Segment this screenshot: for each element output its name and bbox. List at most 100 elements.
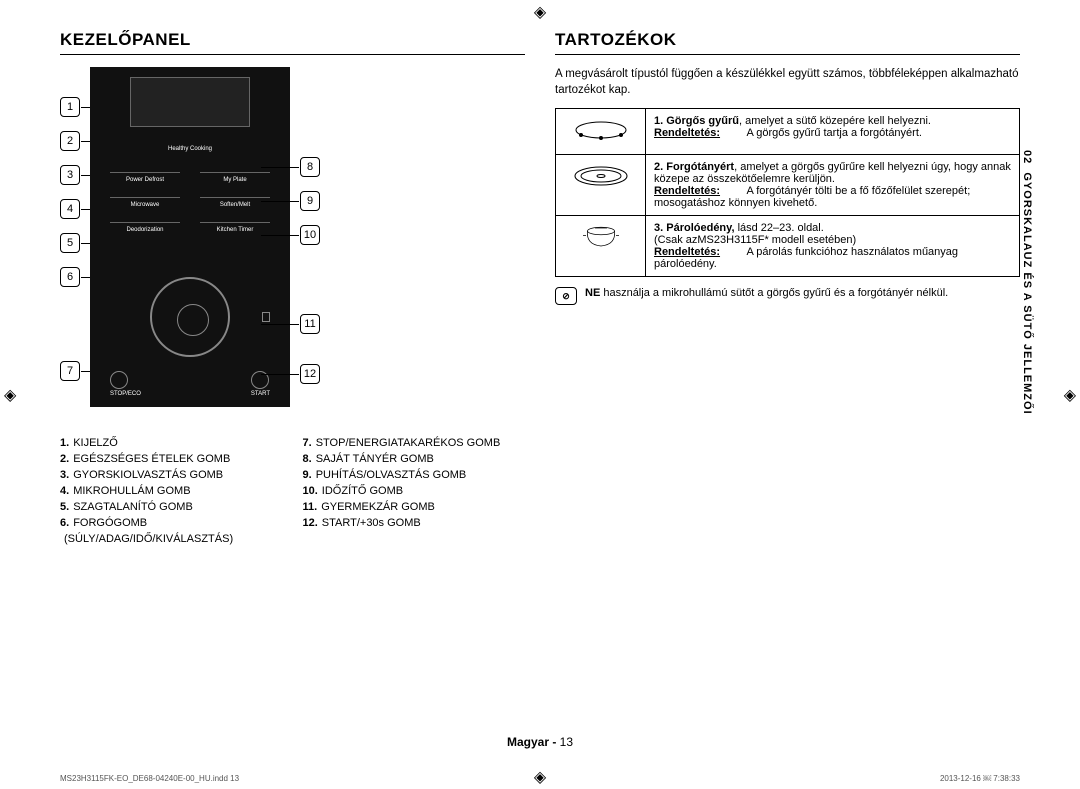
row3-text: 3. Párolóedény, lásd 22–23. oldal. (Csak…: [646, 216, 1020, 277]
callout-2: 2: [60, 131, 80, 151]
print-mark-top: ◈: [534, 2, 546, 22]
display-icon: [130, 77, 250, 127]
legend-n: 3.: [60, 469, 69, 481]
legend-t: IDŐZÍTŐ GOMB: [322, 485, 403, 497]
deodorization-label: Deodorization: [110, 222, 180, 233]
callout-6: 6: [60, 267, 80, 287]
footer-file: MS23H3115FK-EO_DE68-04240E-00_HU.indd 13: [60, 774, 239, 783]
callout-8: 8: [300, 157, 320, 177]
row-rest: lásd 22–23. oldal.: [735, 222, 824, 234]
legend-n: 6.: [60, 517, 69, 529]
intro-text: A megvásárolt típustól függően a készülé…: [555, 67, 1020, 98]
microwave-panel: Healthy Cooking Power Defrost My Plate M…: [90, 67, 290, 407]
row-rest: , amelyet a sütő közepére kell helyezni.: [739, 115, 931, 127]
warning-note: ⊘ NE használja a mikrohullámú sütőt a gö…: [555, 287, 1020, 305]
left-section-title: KEZELŐPANEL: [60, 30, 525, 55]
legend-t: SZAGTALANÍTÓ GOMB: [73, 501, 193, 513]
power-defrost-label: Power Defrost: [110, 172, 180, 183]
accessories-table: 1. Görgős gyűrű, amelyet a sütő közepére…: [555, 108, 1020, 277]
purpose-label: Rendeltetés:: [654, 127, 744, 139]
legend-n: 4.: [60, 485, 69, 497]
legend-t: PUHÍTÁS/OLVASZTÁS GOMB: [316, 469, 467, 481]
row2-text: 2. Forgótányért, amelyet a görgős gyűrűr…: [646, 155, 1020, 216]
legend-t: (SÚLY/ADAG/IDŐ/KIVÁLASZTÁS): [64, 533, 233, 545]
left-column: KEZELŐPANEL 1 2 3 4 5 6 7 Healthy Cookin…: [60, 30, 525, 759]
row-num: 1.: [654, 115, 663, 127]
page-number: Magyar - 13: [0, 735, 1080, 749]
callouts-left: 1 2 3 4 5 6 7: [60, 67, 80, 381]
purpose-text: A görgős gyűrű tartja a forgótányért.: [746, 127, 922, 139]
turntable-icon: [556, 155, 646, 216]
row1-text: 1. Görgős gyűrű, amelyet a sütő közepére…: [646, 109, 1020, 155]
callouts-right: 8 9 10 11 12: [300, 67, 320, 384]
legend-n: 11.: [303, 501, 318, 513]
roller-ring-icon: [556, 109, 646, 155]
side-tab: 02 GYORSKALAUZ ÉS A SÜTŐ JELLEMZŐI: [1019, 150, 1034, 415]
legend-n: 7.: [303, 437, 312, 449]
my-plate-label: My Plate: [200, 172, 270, 183]
kitchen-timer-label: Kitchen Timer: [200, 222, 270, 233]
row-head: Forgótányért: [666, 161, 734, 173]
side-tab-number: 02: [1021, 150, 1033, 164]
lock-icon: [262, 312, 270, 322]
callout-12: 12: [300, 364, 320, 384]
row-head: Görgős gyűrű: [666, 115, 739, 127]
panel-diagram: 1 2 3 4 5 6 7 Healthy Cooking Power Defr…: [60, 67, 525, 407]
page-content: KEZELŐPANEL 1 2 3 4 5 6 7 Healthy Cookin…: [60, 30, 1020, 759]
stop-eco-label: STOP/ECO: [110, 391, 141, 397]
footer: MS23H3115FK-EO_DE68-04240E-00_HU.indd 13…: [60, 774, 1020, 783]
callout-9: 9: [300, 191, 320, 211]
legend-n: 2.: [60, 453, 69, 465]
dial-icon: [150, 277, 230, 357]
microwave-label: Microwave: [110, 197, 180, 208]
right-section-title: TARTOZÉKOK: [555, 30, 1020, 55]
callout-3: 3: [60, 165, 80, 185]
purpose-label: Rendeltetés:: [654, 246, 744, 258]
row-head: Párolóedény,: [666, 222, 734, 234]
legend-t: GYORSKIOLVASZTÁS GOMB: [73, 469, 223, 481]
legend-t: MIKROHULLÁM GOMB: [73, 485, 190, 497]
soften-melt-label: Soften/Melt: [200, 197, 270, 208]
legend-n: 8.: [303, 453, 312, 465]
table-row: 1. Görgős gyűrű, amelyet a sütő közepére…: [556, 109, 1020, 155]
purpose-label: Rendeltetés:: [654, 185, 744, 197]
table-row: 3. Párolóedény, lásd 22–23. oldal. (Csak…: [556, 216, 1020, 277]
side-tab-text: GYORSKALAUZ ÉS A SÜTŐ JELLEMZŐI: [1021, 172, 1033, 414]
callout-5: 5: [60, 233, 80, 253]
start-label: START: [251, 391, 270, 397]
legend-n: 1.: [60, 437, 69, 449]
warning-text: használja a mikrohullámú sütőt a görgős …: [600, 287, 948, 299]
prohibit-icon: ⊘: [555, 287, 577, 305]
table-row: 2. Forgótányért, amelyet a görgős gyűrűr…: [556, 155, 1020, 216]
callout-4: 4: [60, 199, 80, 219]
legend-t: GYERMEKZÁR GOMB: [321, 501, 435, 513]
legend-t: STOP/ENERGIATAKARÉKOS GOMB: [316, 437, 501, 449]
legend-n: 9.: [303, 469, 312, 481]
legend-t: KIJELZŐ: [73, 437, 118, 449]
healthy-cooking-label: Healthy Cooking: [90, 142, 290, 156]
legend-t: SAJÁT TÁNYÉR GOMB: [316, 453, 434, 465]
row-note: (Csak azMS23H3115F* modell esetében): [654, 234, 856, 246]
legend-col-left: 1. KIJELZŐ 2. EGÉSZSÉGES ÉTELEK GOMB 3. GYO…: [60, 437, 283, 549]
legend-col-right: 7. STOP/ENERGIATAKARÉKOS GOMB 8. SAJÁT TÁN…: [303, 437, 526, 549]
legend-t: EGÉSZSÉGES ÉTELEK GOMB: [73, 453, 230, 465]
footer-date: 2013-12-16 ￼ 7:38:33: [940, 774, 1020, 783]
legend-n: 10.: [303, 485, 318, 497]
legend-t: START/+30s GOMB: [322, 517, 421, 529]
callout-7: 7: [60, 361, 80, 381]
callout-1: 1: [60, 97, 80, 117]
print-mark-left: ◈: [4, 385, 16, 405]
page-number-prefix: Magyar -: [507, 735, 560, 749]
right-column: TARTOZÉKOK A megvásárolt típustól függőe…: [555, 30, 1020, 759]
callout-11: 11: [300, 314, 320, 334]
stop-button-icon: [110, 371, 128, 389]
row-num: 2.: [654, 161, 663, 173]
legend-t: FORGÓGOMB: [73, 517, 147, 529]
legend-n: 5.: [60, 501, 69, 513]
callout-10: 10: [300, 225, 320, 245]
steamer-icon: [556, 216, 646, 277]
legend: 1. KIJELZŐ 2. EGÉSZSÉGES ÉTELEK GOMB 3. GYO…: [60, 437, 525, 549]
warning-bold: NE: [585, 287, 600, 299]
print-mark-right: ◈: [1064, 385, 1076, 405]
row-num: 3.: [654, 222, 663, 234]
